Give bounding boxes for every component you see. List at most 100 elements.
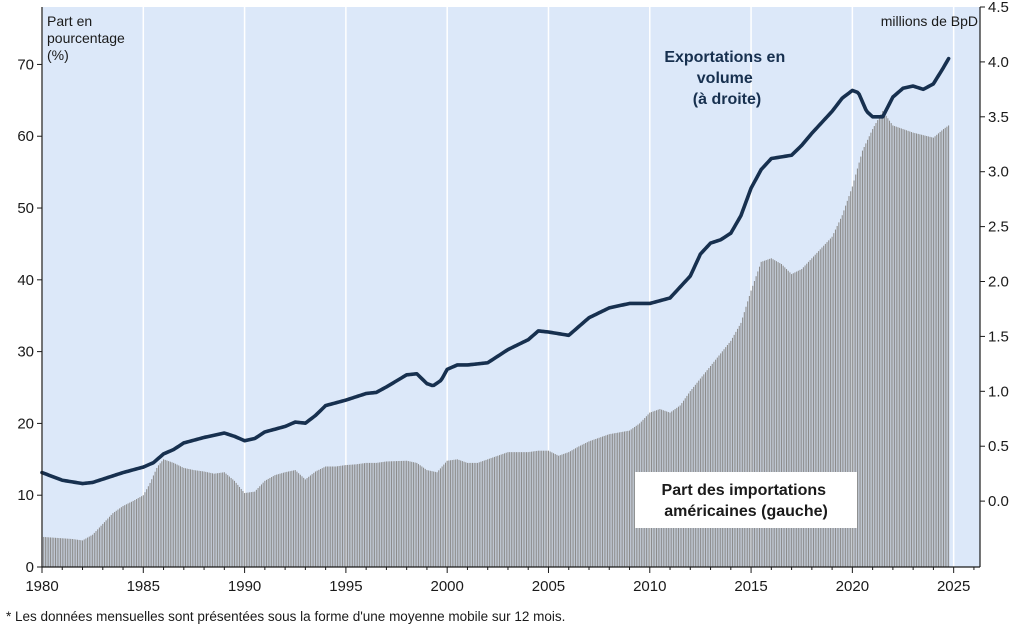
- import-bar-96: [203, 471, 205, 567]
- x-tick-2015: 2015: [734, 578, 767, 595]
- x-tick-2020: 2020: [836, 578, 869, 595]
- import-bar-459: [816, 252, 818, 567]
- import-bar-37: [103, 522, 105, 567]
- import-bar-12: [61, 538, 63, 567]
- import-bar-155: [303, 477, 305, 567]
- import-bar-453: [806, 263, 808, 567]
- import-bar-4: [48, 537, 50, 567]
- import-bar-299: [546, 450, 548, 567]
- import-bar-458: [814, 254, 816, 567]
- import-bar-282: [517, 452, 519, 567]
- import-bar-154: [301, 476, 303, 567]
- import-bar-434: [774, 260, 776, 567]
- import-bar-176: [338, 466, 340, 567]
- import-bar-393: [704, 372, 707, 567]
- import-bar-339: [613, 433, 615, 567]
- import-bar-534: [943, 129, 945, 568]
- import-bar-67: [154, 471, 156, 567]
- imports-annotation: Part des importations américaines (gauch…: [662, 482, 831, 520]
- import-bar-440: [784, 267, 786, 567]
- import-bar-101: [211, 473, 214, 567]
- import-bar-333: [603, 435, 605, 567]
- import-bar-64: [149, 482, 151, 567]
- import-bar-451: [802, 267, 804, 567]
- import-bar-21: [76, 539, 78, 567]
- import-bar-60: [142, 495, 144, 567]
- import-bar-331: [600, 437, 602, 567]
- import-bar-398: [713, 361, 715, 567]
- import-bar-480: [851, 186, 853, 568]
- import-bar-397: [711, 363, 713, 567]
- right-tick-3.5: 3.5: [988, 109, 1009, 126]
- import-bar-95: [201, 471, 203, 567]
- import-bar-152: [298, 473, 300, 567]
- import-bar-275: [505, 452, 507, 567]
- import-bar-198: [375, 462, 377, 567]
- import-bar-72: [163, 459, 165, 567]
- import-bar-291: [532, 451, 534, 567]
- import-bar-218: [409, 461, 411, 567]
- import-bar-211: [397, 461, 399, 567]
- import-bar-454: [807, 261, 809, 567]
- import-bar-461: [819, 249, 821, 567]
- import-bar-255: [471, 462, 474, 567]
- import-bar-76: [169, 461, 171, 567]
- import-bar-44: [115, 510, 117, 567]
- import-bar-225: [421, 466, 423, 567]
- import-bar-8: [54, 537, 57, 567]
- import-bar-439: [782, 265, 784, 567]
- import-bar-168: [325, 466, 327, 567]
- import-bar-135: [269, 477, 271, 567]
- import-bar-69: [157, 465, 160, 567]
- import-bar-230: [429, 470, 431, 567]
- import-bar-227: [424, 468, 426, 567]
- import-bar-329: [596, 438, 598, 567]
- right-tick-2.5: 2.5: [988, 219, 1009, 236]
- right-tick-2.0: 2.0: [988, 274, 1009, 291]
- import-bar-301: [549, 451, 551, 567]
- import-bar-5: [49, 537, 51, 567]
- import-bar-246: [456, 459, 458, 567]
- import-bar-207: [390, 461, 392, 567]
- import-bar-521: [921, 134, 923, 568]
- import-bar-204: [385, 461, 387, 567]
- import-bar-261: [482, 461, 484, 567]
- import-bar-219: [411, 461, 413, 567]
- import-bar-167: [323, 467, 325, 567]
- import-bar-125: [252, 491, 254, 567]
- import-bar-201: [380, 462, 382, 567]
- import-bar-106: [220, 472, 222, 567]
- import-bar-38: [105, 520, 107, 567]
- import-bar-25: [83, 539, 85, 567]
- x-tick-1995: 1995: [329, 578, 362, 595]
- import-bar-140: [277, 474, 279, 567]
- import-bar-315: [573, 449, 575, 567]
- import-bar-267: [492, 457, 494, 567]
- import-bar-124: [250, 492, 252, 567]
- import-bar-470: [834, 229, 837, 567]
- import-bar-498: [882, 111, 884, 567]
- import-bar-189: [360, 463, 362, 567]
- import-bar-163: [316, 470, 318, 567]
- import-bar-119: [242, 491, 244, 567]
- import-bar-109: [225, 473, 227, 567]
- import-bar-265: [488, 458, 490, 567]
- right-tick-4.5: 4.5: [988, 0, 1009, 16]
- import-bar-158: [308, 476, 310, 567]
- import-bar-80: [176, 464, 178, 567]
- import-bar-533: [941, 130, 943, 568]
- import-bar-19: [73, 539, 75, 567]
- import-bar-495: [877, 120, 879, 567]
- import-bar-263: [485, 459, 487, 567]
- import-bar-337: [610, 433, 612, 567]
- import-bar-81: [178, 465, 180, 567]
- import-bar-493: [873, 126, 875, 567]
- import-bar-488: [865, 143, 867, 567]
- import-bar-63: [147, 486, 149, 567]
- import-bar-77: [171, 462, 173, 567]
- import-bar-210: [396, 461, 398, 567]
- import-bar-6: [51, 537, 53, 567]
- import-bar-283: [519, 452, 521, 567]
- import-bar-231: [431, 471, 433, 567]
- import-bar-138: [274, 475, 276, 567]
